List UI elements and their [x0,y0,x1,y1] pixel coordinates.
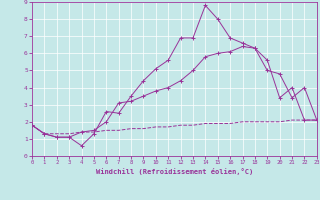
X-axis label: Windchill (Refroidissement éolien,°C): Windchill (Refroidissement éolien,°C) [96,168,253,175]
